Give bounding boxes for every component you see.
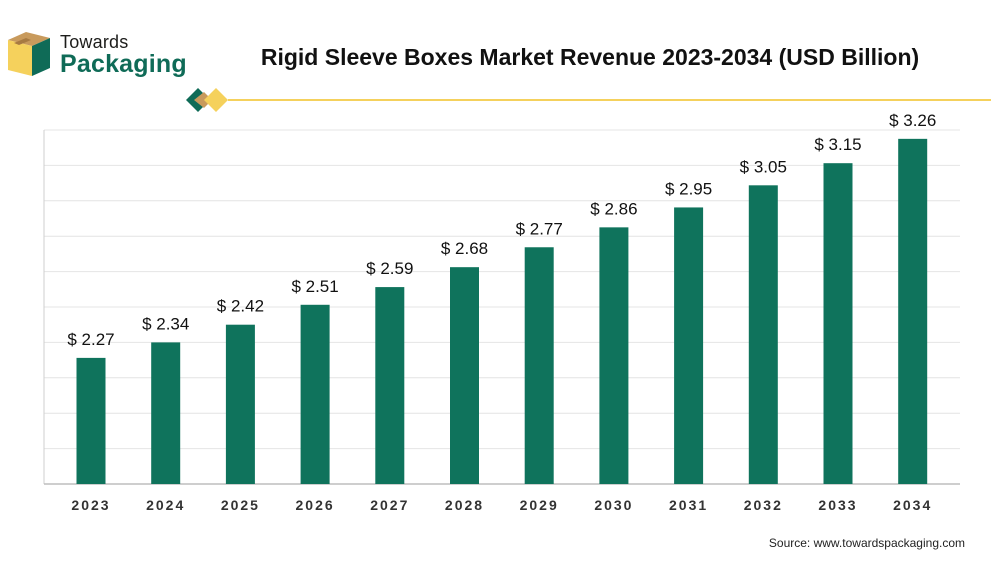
bar-value-label-2034: $ 3.26 [889, 111, 936, 130]
x-tick-label-2032: 2032 [744, 497, 783, 513]
logo-text-towards: Towards [60, 32, 129, 52]
bar-2031 [674, 207, 704, 484]
bar-2025 [225, 324, 255, 484]
bar-2034 [898, 138, 928, 484]
bar-value-label-2029: $ 2.77 [516, 219, 563, 238]
chart-title: Rigid Sleeve Boxes Market Revenue 2023-2… [260, 44, 920, 70]
x-tick-label-2026: 2026 [296, 497, 335, 513]
divider-decoration [186, 88, 991, 112]
x-tick-label-2027: 2027 [370, 497, 409, 513]
brand-logo: Towards Packaging [4, 30, 187, 82]
x-tick-label-2033: 2033 [818, 497, 857, 513]
logo-text-packaging: Packaging [60, 50, 187, 78]
box-logo-icon [8, 32, 50, 76]
source-note: Source: www.towardspackaging.com [768, 536, 965, 550]
bar-value-label-2025: $ 2.42 [217, 297, 264, 316]
bar-2029 [524, 247, 554, 484]
bar-2027 [375, 287, 405, 484]
bar-2028 [450, 267, 479, 484]
x-tick-label-2025: 2025 [221, 497, 260, 513]
x-tick-label-2023: 2023 [71, 497, 110, 513]
bar-2030 [599, 227, 629, 484]
bar-value-label-2031: $ 2.95 [665, 179, 712, 198]
bar-value-label-2030: $ 2.86 [590, 199, 637, 218]
bar-value-label-2024: $ 2.34 [142, 314, 189, 333]
bar-2023 [76, 357, 106, 484]
x-tick-label-2031: 2031 [669, 497, 708, 513]
bar-value-label-2027: $ 2.59 [366, 259, 413, 278]
x-tick-label-2028: 2028 [445, 497, 484, 513]
bar-2024 [151, 342, 181, 484]
bar-value-label-2028: $ 2.68 [441, 239, 488, 258]
bar-value-label-2026: $ 2.51 [291, 277, 338, 296]
bar-2026 [300, 304, 330, 484]
bar-value-label-2033: $ 3.15 [814, 135, 861, 154]
bar-2033 [823, 163, 853, 484]
bar-value-label-2023: $ 2.27 [67, 330, 114, 349]
x-tick-label-2030: 2030 [594, 497, 633, 513]
x-tick-label-2024: 2024 [146, 497, 185, 513]
x-tick-label-2029: 2029 [520, 497, 559, 513]
bar-2032 [748, 185, 778, 484]
bar-value-label-2032: $ 3.05 [740, 157, 787, 176]
x-tick-label-2034: 2034 [893, 497, 932, 513]
